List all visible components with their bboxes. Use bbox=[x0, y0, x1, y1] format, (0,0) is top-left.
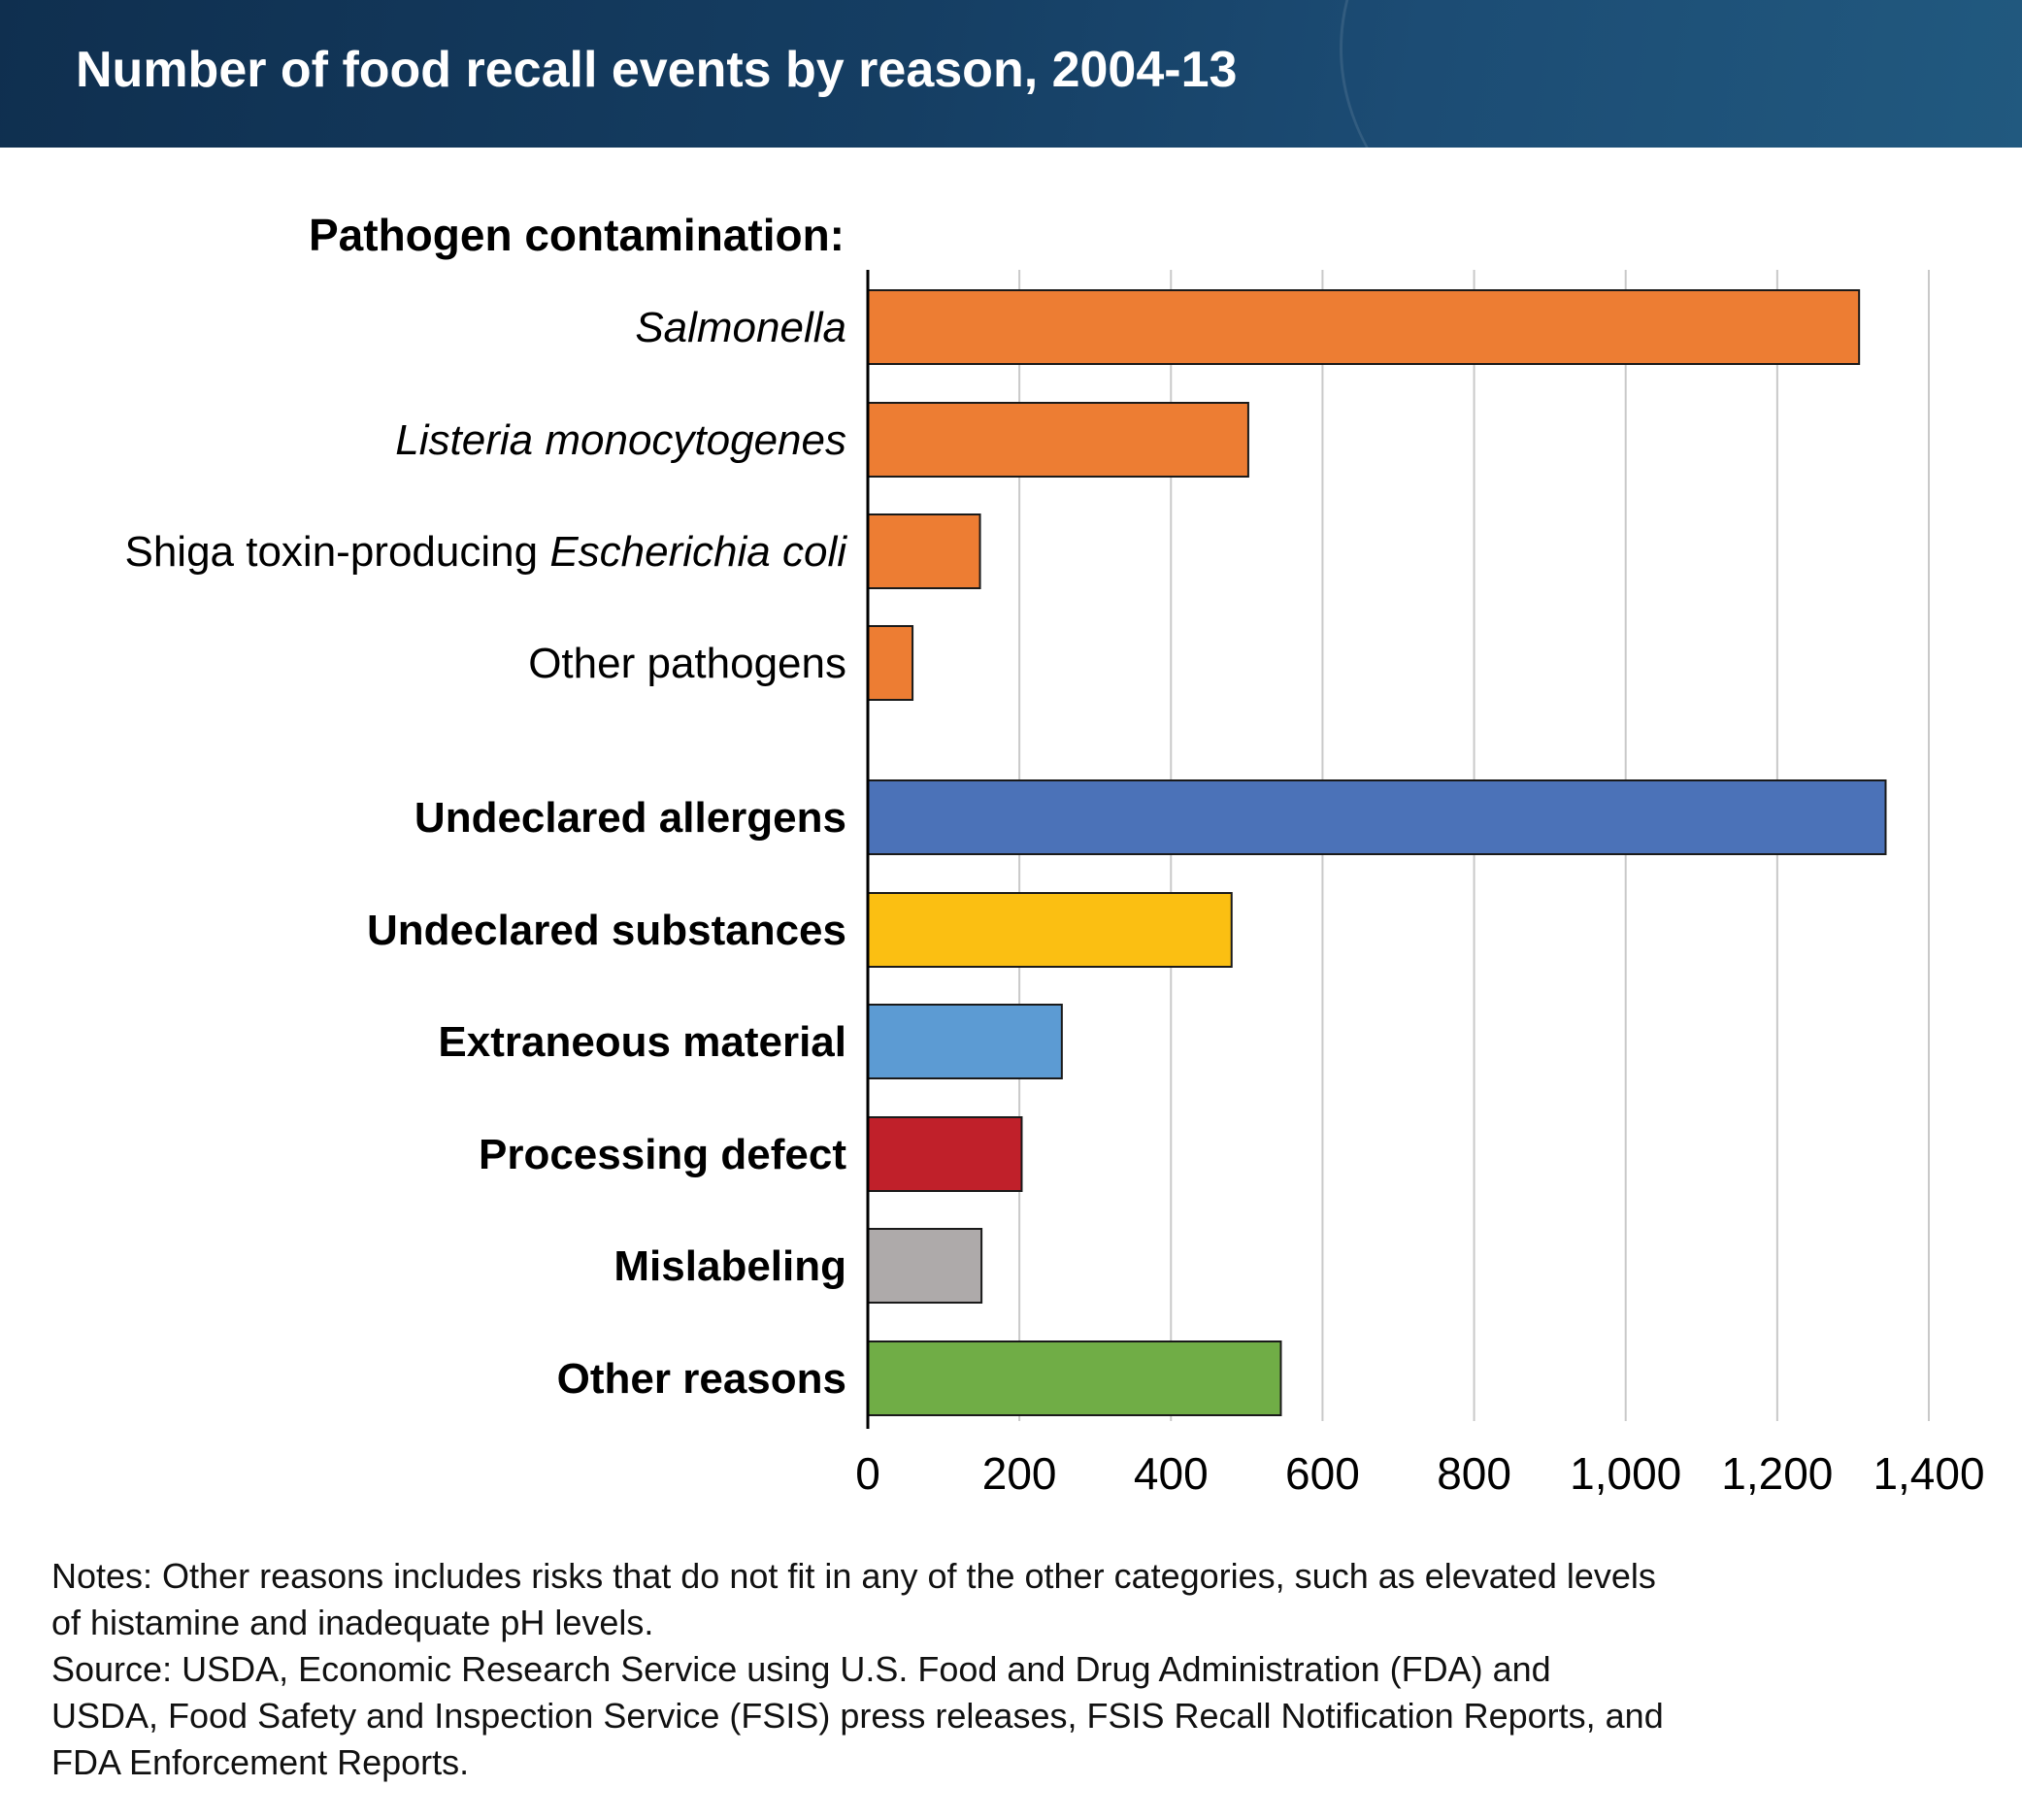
category-label-2-part-0: Shiga toxin-producing bbox=[124, 528, 549, 576]
category-label-1-part-0: Listeria monocytogenes bbox=[395, 416, 846, 464]
source-text: Source: USDA, Economic Research Service … bbox=[51, 1649, 1664, 1782]
x-tick-labels: 0 200 400 600 800 1,000 1,200 1,400 bbox=[855, 1448, 1984, 1499]
category-label-3-part-0: Other pathogens bbox=[528, 640, 846, 687]
category-label-4-part-0: Undeclared allergens bbox=[414, 794, 846, 842]
group-heading-pathogen: Pathogen contamination: bbox=[309, 210, 845, 260]
category-label-8-part-0: Mislabeling bbox=[613, 1242, 846, 1290]
category-label-8: Mislabeling bbox=[613, 1242, 846, 1290]
header-swoosh-decoration bbox=[1340, 0, 2022, 148]
x-tick-label-4: 800 bbox=[1437, 1448, 1511, 1499]
chart-header: Number of food recall events by reason, … bbox=[0, 0, 2022, 148]
x-tick-label-7: 1,400 bbox=[1873, 1448, 1984, 1499]
x-tick-label-6: 1,200 bbox=[1721, 1448, 1833, 1499]
notes-block: Notes: Other reasons includes risks that… bbox=[51, 1553, 1983, 1786]
x-tick-label-2: 400 bbox=[1134, 1448, 1209, 1499]
bar-2 bbox=[867, 513, 981, 589]
bar-8 bbox=[867, 1228, 983, 1304]
bar-5 bbox=[867, 892, 1233, 968]
category-label-9: Other reasons bbox=[557, 1355, 846, 1403]
category-label-7: Processing defect bbox=[479, 1131, 846, 1178]
bar-4 bbox=[867, 779, 1887, 855]
bar-0 bbox=[867, 289, 1861, 365]
category-label-3: Other pathogens bbox=[528, 640, 846, 687]
bar-3 bbox=[867, 625, 914, 701]
bar-9 bbox=[867, 1340, 1282, 1416]
bar-6 bbox=[867, 1004, 1063, 1079]
category-label-5-part-0: Undeclared substances bbox=[367, 907, 846, 954]
category-label-9-part-0: Other reasons bbox=[557, 1355, 846, 1403]
x-tick-label-1: 200 bbox=[982, 1448, 1057, 1499]
bar-7 bbox=[867, 1116, 1023, 1192]
category-labels: Salmonella Listeria monocytogenes Shiga to… bbox=[124, 304, 847, 1403]
category-label-5: Undeclared substances bbox=[367, 907, 846, 954]
bar-chart: Salmonella Listeria monocytogenes Shiga to… bbox=[124, 210, 1984, 1499]
category-label-0-part-0: Salmonella bbox=[635, 304, 846, 351]
category-label-2-part-1: Escherichia coli bbox=[549, 528, 847, 576]
bar-1 bbox=[867, 402, 1249, 478]
category-label-7-part-0: Processing defect bbox=[479, 1131, 846, 1178]
bars bbox=[867, 289, 1887, 1416]
category-label-2: Shiga toxin-producing Escherichia coli bbox=[124, 528, 847, 576]
category-label-6-part-0: Extraneous material bbox=[438, 1018, 846, 1066]
category-label-6: Extraneous material bbox=[438, 1018, 846, 1066]
notes-text: Notes: Other reasons includes risks that… bbox=[51, 1556, 1656, 1642]
x-tick-label-5: 1,000 bbox=[1570, 1448, 1681, 1499]
chart-title: Number of food recall events by reason, … bbox=[76, 42, 1238, 98]
category-label-1: Listeria monocytogenes bbox=[395, 416, 846, 464]
x-tick-label-3: 600 bbox=[1285, 1448, 1360, 1499]
category-label-4: Undeclared allergens bbox=[414, 794, 846, 842]
x-tick-label-0: 0 bbox=[855, 1448, 880, 1499]
category-label-0: Salmonella bbox=[635, 304, 846, 351]
